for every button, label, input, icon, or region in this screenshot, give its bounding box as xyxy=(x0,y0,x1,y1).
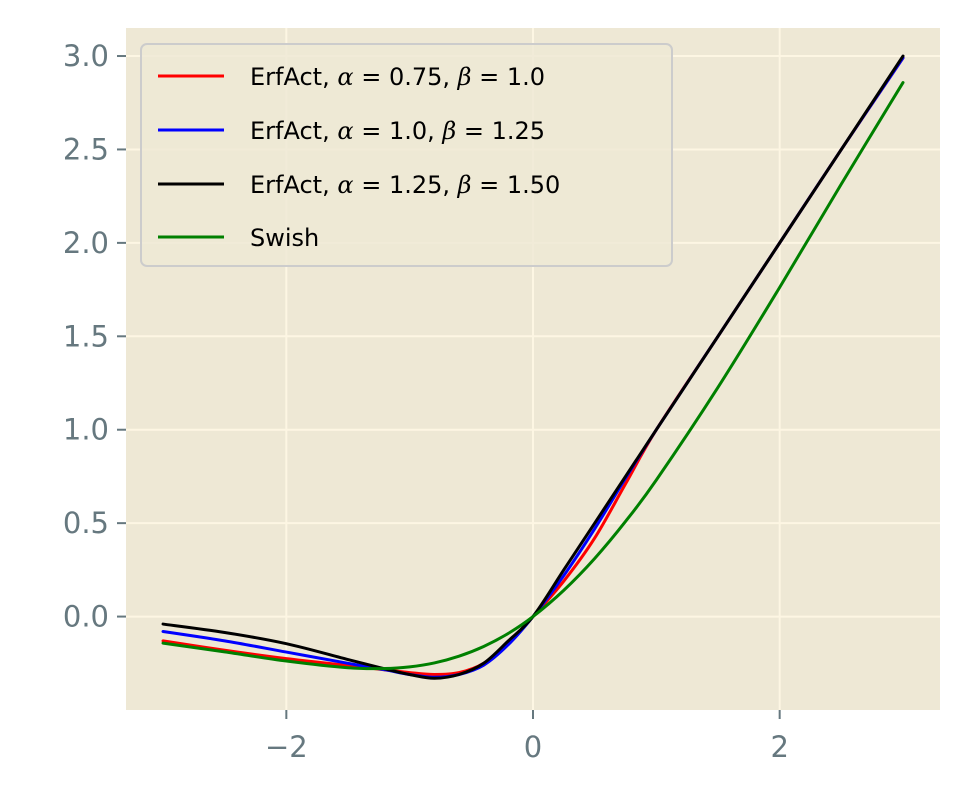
legend-label-erfact-1: ErfAct, α = 0.75, β = 1.0 xyxy=(250,63,545,91)
y-tick-label: 1.0 xyxy=(63,413,109,447)
x-tick-label: −2 xyxy=(265,730,308,764)
y-tick-label: 2.0 xyxy=(63,226,109,260)
x-tick-label: 0 xyxy=(524,730,542,764)
y-tick-label: 3.0 xyxy=(63,39,109,73)
axis-ticks: −2 0 2 0.0 0.5 1.0 1.5 2.0 2.5 3.0 xyxy=(63,39,789,764)
legend-label-swish: Swish xyxy=(250,224,319,252)
series-line-swish xyxy=(161,81,905,671)
y-tick-label: 0.0 xyxy=(63,600,109,634)
y-tick-label: 0.5 xyxy=(63,506,109,540)
y-tick-label: 2.5 xyxy=(63,132,109,166)
legend-label-erfact-3: ErfAct, α = 1.25, β = 1.50 xyxy=(250,171,560,199)
series-lines xyxy=(161,54,905,680)
legend-frame xyxy=(140,43,673,267)
y-tick-label: 1.5 xyxy=(63,319,109,353)
legend: ErfAct, α = 0.75, β = 1.0 ErfAct, α = 1.… xyxy=(140,43,673,267)
series-line-erfact-3 xyxy=(161,54,905,680)
x-tick-label: 2 xyxy=(770,730,788,764)
legend-label-erfact-2: ErfAct, α = 1.0, β = 1.25 xyxy=(250,117,545,145)
